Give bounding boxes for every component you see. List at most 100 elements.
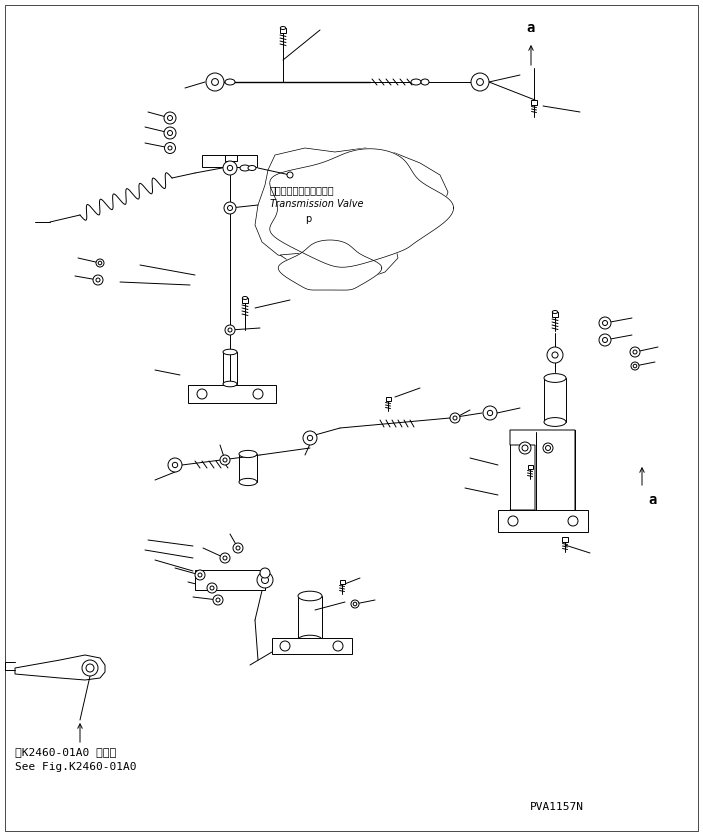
- Circle shape: [93, 275, 103, 285]
- Text: See Fig.K2460-01A0: See Fig.K2460-01A0: [15, 762, 136, 772]
- Text: PVA1157N: PVA1157N: [530, 802, 584, 812]
- Ellipse shape: [298, 591, 322, 601]
- Text: 第K2460-01A0 図参照: 第K2460-01A0 図参照: [15, 747, 116, 757]
- Ellipse shape: [223, 381, 237, 387]
- Circle shape: [220, 553, 230, 563]
- Circle shape: [353, 602, 357, 606]
- Bar: [225, 155, 237, 161]
- Ellipse shape: [544, 374, 566, 382]
- Ellipse shape: [239, 478, 257, 486]
- Bar: [498, 510, 588, 532]
- Ellipse shape: [223, 349, 237, 354]
- Circle shape: [543, 443, 553, 453]
- Circle shape: [172, 462, 178, 467]
- Circle shape: [568, 516, 578, 526]
- Text: トランスミションバルブ: トランスミションバルブ: [270, 185, 335, 195]
- Circle shape: [227, 166, 233, 171]
- Circle shape: [224, 202, 236, 214]
- Circle shape: [262, 577, 269, 584]
- Text: a: a: [648, 493, 657, 507]
- Bar: [280, 28, 286, 33]
- Circle shape: [168, 146, 172, 150]
- Circle shape: [206, 73, 224, 91]
- Circle shape: [483, 406, 497, 420]
- Circle shape: [207, 583, 217, 593]
- Circle shape: [307, 436, 313, 441]
- Circle shape: [547, 347, 563, 363]
- Circle shape: [228, 328, 232, 332]
- Circle shape: [633, 364, 637, 368]
- Circle shape: [220, 455, 230, 465]
- Bar: [527, 465, 532, 469]
- Circle shape: [487, 410, 493, 415]
- Ellipse shape: [239, 451, 257, 457]
- Circle shape: [602, 320, 607, 325]
- Ellipse shape: [298, 635, 322, 645]
- Circle shape: [519, 442, 531, 454]
- Circle shape: [599, 317, 611, 329]
- Bar: [242, 298, 248, 303]
- Bar: [340, 580, 344, 584]
- Circle shape: [86, 664, 94, 672]
- Polygon shape: [255, 148, 448, 260]
- Text: p: p: [305, 214, 311, 224]
- Circle shape: [213, 595, 223, 605]
- Circle shape: [164, 127, 176, 139]
- Circle shape: [96, 278, 100, 282]
- Circle shape: [351, 600, 359, 608]
- Circle shape: [98, 261, 102, 265]
- Bar: [188, 385, 276, 403]
- Bar: [195, 570, 265, 590]
- Circle shape: [602, 338, 607, 343]
- Circle shape: [225, 325, 235, 335]
- Circle shape: [236, 546, 240, 550]
- Ellipse shape: [553, 310, 557, 314]
- Bar: [385, 397, 390, 401]
- Circle shape: [167, 115, 172, 120]
- Circle shape: [450, 413, 460, 423]
- Circle shape: [195, 570, 205, 580]
- Circle shape: [197, 389, 207, 399]
- Circle shape: [257, 572, 273, 588]
- Ellipse shape: [248, 166, 256, 171]
- Circle shape: [96, 259, 104, 267]
- Circle shape: [546, 446, 550, 451]
- Ellipse shape: [240, 165, 250, 171]
- Polygon shape: [278, 240, 382, 290]
- Circle shape: [223, 458, 227, 462]
- Circle shape: [223, 556, 227, 560]
- Circle shape: [168, 458, 182, 472]
- Text: Transmission Valve: Transmission Valve: [270, 199, 363, 209]
- Circle shape: [333, 641, 343, 651]
- Circle shape: [477, 79, 484, 85]
- Circle shape: [631, 362, 639, 370]
- Ellipse shape: [225, 79, 235, 85]
- Bar: [552, 312, 558, 317]
- Circle shape: [82, 660, 98, 676]
- Ellipse shape: [411, 79, 421, 85]
- Circle shape: [216, 598, 220, 602]
- Bar: [562, 537, 568, 542]
- Circle shape: [167, 130, 172, 135]
- Circle shape: [552, 352, 558, 358]
- Circle shape: [210, 586, 214, 590]
- Circle shape: [453, 416, 457, 420]
- Circle shape: [165, 142, 176, 154]
- Circle shape: [260, 568, 270, 578]
- Bar: [272, 638, 352, 654]
- Circle shape: [223, 161, 237, 175]
- Text: a: a: [527, 21, 535, 35]
- Circle shape: [599, 334, 611, 346]
- Polygon shape: [270, 149, 453, 268]
- Polygon shape: [15, 655, 105, 680]
- Bar: [202, 155, 257, 167]
- Circle shape: [164, 112, 176, 124]
- Circle shape: [233, 543, 243, 553]
- Circle shape: [212, 79, 219, 85]
- Circle shape: [303, 431, 317, 445]
- Circle shape: [287, 172, 293, 178]
- Circle shape: [253, 389, 263, 399]
- Circle shape: [228, 206, 233, 211]
- Circle shape: [471, 73, 489, 91]
- Circle shape: [508, 516, 518, 526]
